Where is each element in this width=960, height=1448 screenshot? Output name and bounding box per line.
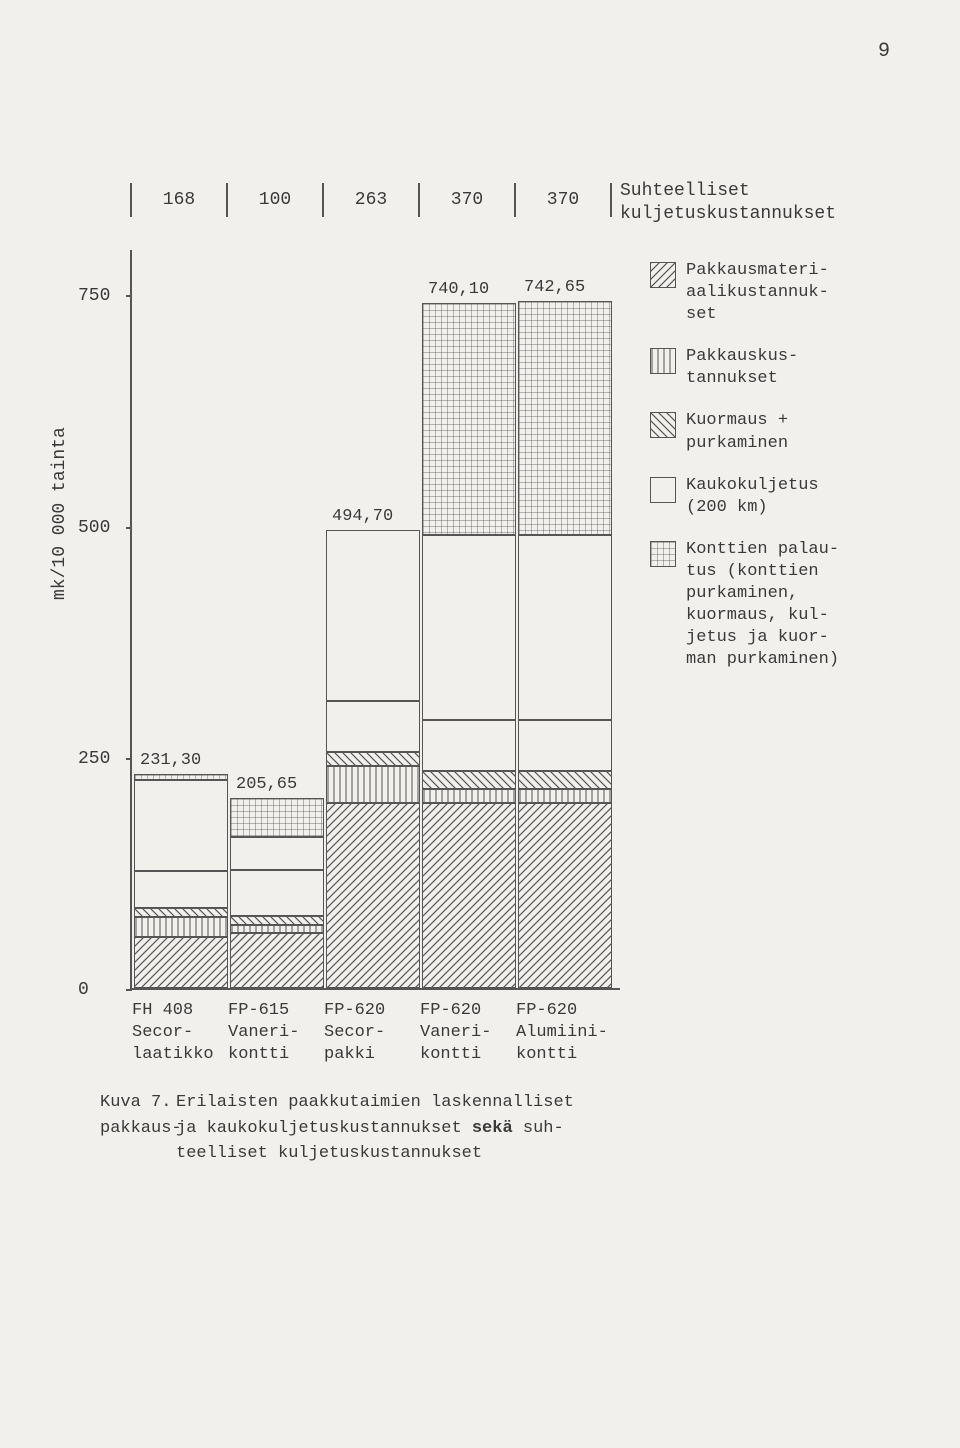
plot-area: 0250500750231,30205,65494,70740,10742,65 [130, 250, 620, 990]
legend-item: Kuormaus +purkaminen [650, 410, 910, 454]
bar-segment-pakkausmateriaali [326, 803, 420, 988]
bar-segment-blank [326, 530, 420, 701]
y-tick-label: 0 [78, 980, 89, 1000]
caption-text: ja kaukokuljetuskustannukset [176, 1119, 472, 1138]
x-category-label: FP-620Alumiini-kontti [516, 1000, 610, 1066]
bar-segment-pakkausmateriaali [134, 937, 228, 988]
y-tick-label: 750 [78, 286, 110, 306]
top-value: 370 [516, 190, 610, 210]
bar-total-label: 742,65 [524, 278, 585, 297]
bar-segment-pakkaus [326, 766, 420, 803]
bar-total-label: 205,65 [236, 775, 297, 794]
bar-segment-blank [230, 837, 324, 869]
bar-segment-konttipalautus [518, 301, 612, 535]
y-tick-label: 500 [78, 518, 110, 538]
bar-segment-konttipalautus [134, 774, 228, 780]
legend-label: Pakkauskus-tannukset [686, 346, 798, 390]
top-value: 100 [228, 190, 322, 210]
y-tick-label: 250 [78, 749, 110, 769]
bar-segment-kaukokuljetus [422, 720, 516, 771]
legend-label: Kaukokuljetus(200 km) [686, 475, 819, 519]
top-value: 168 [132, 190, 226, 210]
top-value: 370 [420, 190, 514, 210]
top-row-label: Suhteellisetkuljetuskustannukset [620, 180, 836, 227]
bar-segment-pakkaus [230, 925, 324, 932]
bar-segment-pakkaus [422, 789, 516, 803]
bar-segment-konttipalautus [230, 798, 324, 837]
bar-total-label: 740,10 [428, 280, 489, 299]
top-separator [610, 183, 612, 217]
x-category-label: FP-620Vaneri-kontti [420, 1000, 514, 1066]
bar-segment-blank [134, 780, 228, 871]
caption-text: Erilaisten paakkutaimien laskennalliset [176, 1093, 574, 1112]
x-category-label: FP-620Secor-pakki [324, 1000, 418, 1066]
caption-hang: pakkaus- [100, 1116, 176, 1142]
bar-segment-kuormaus [422, 771, 516, 790]
bar-segment-konttipalautus [422, 303, 516, 534]
legend-item: Pakkausmateri-aalikustannuk-set [650, 260, 910, 326]
y-tick-mark [126, 295, 132, 297]
top-value-row: 168100263370370 [130, 180, 612, 220]
legend-item: Kaukokuljetus(200 km) [650, 475, 910, 519]
bar-segment-kaukokuljetus [518, 720, 612, 771]
legend-swatch [650, 541, 676, 567]
chart: 168100263370370 Suhteellisetkuljetuskust… [60, 180, 900, 1180]
legend-swatch [650, 477, 676, 503]
y-axis-label: mk/10 000 tainta [50, 427, 70, 600]
bar-segment-blank [518, 535, 612, 720]
y-tick-mark [126, 527, 132, 529]
bar-segment-kaukokuljetus [326, 701, 420, 752]
bar-segment-kuormaus [518, 771, 612, 790]
legend-swatch [650, 348, 676, 374]
bar-segment-blank [422, 535, 516, 720]
x-category-label: FH 408Secor-laatikko [132, 1000, 226, 1066]
legend-label: Konttien palau-tus (konttienpurkaminen,k… [686, 539, 839, 672]
y-tick-mark [126, 758, 132, 760]
bar-segment-kuormaus [230, 916, 324, 925]
figure-caption: Kuva 7.Erilaisten paakkutaimien laskenna… [100, 1090, 660, 1167]
bar-segment-pakkausmateriaali [518, 803, 612, 988]
caption-bold: sekä [472, 1119, 513, 1138]
top-value: 263 [324, 190, 418, 210]
legend-label: Pakkausmateri-aalikustannuk-set [686, 260, 829, 326]
bar-segment-pakkausmateriaali [422, 803, 516, 988]
legend-swatch [650, 262, 676, 288]
bar-segment-kuormaus [134, 908, 228, 917]
y-tick-mark [126, 989, 132, 991]
legend-label: Kuormaus +purkaminen [686, 410, 788, 454]
legend-item: Konttien palau-tus (konttienpurkaminen,k… [650, 539, 910, 672]
caption-text: teelliset kuljetuskustannukset [176, 1144, 482, 1163]
bar-total-label: 231,30 [140, 751, 201, 770]
bar-total-label: 494,70 [332, 507, 393, 526]
page-number: 9 [878, 40, 890, 63]
caption-text: suh- [513, 1119, 564, 1138]
legend: Pakkausmateri-aalikustannuk-set Pakkausku… [650, 260, 910, 691]
legend-swatch [650, 412, 676, 438]
bar-segment-pakkaus [518, 789, 612, 803]
caption-kuva: Kuva 7. [100, 1090, 176, 1116]
bar-segment-kaukokuljetus [230, 870, 324, 916]
bar-segment-kuormaus [326, 752, 420, 766]
bar-segment-pakkausmateriaali [230, 933, 324, 989]
x-category-label: FP-615Vaneri-kontti [228, 1000, 322, 1066]
bar-segment-kaukokuljetus [134, 871, 228, 908]
bar-segment-pakkaus [134, 917, 228, 937]
legend-item: Pakkauskus-tannukset [650, 346, 910, 390]
